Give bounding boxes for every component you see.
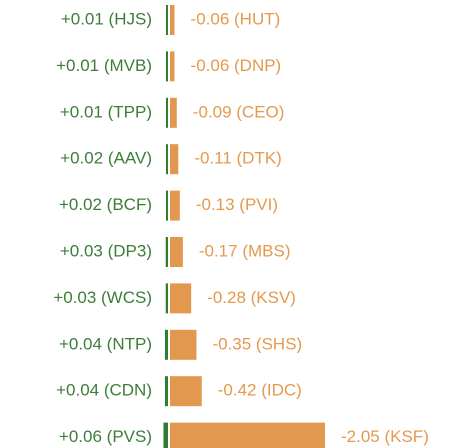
loss-label: -0.13 (PVI)	[196, 195, 278, 214]
gain-bar	[166, 51, 168, 82]
loss-bar	[170, 237, 183, 267]
loss-bar	[170, 51, 175, 82]
gain-bar	[165, 283, 168, 314]
gain-label: +0.03 (DP3)	[60, 241, 152, 260]
gain-label: +0.01 (HJS)	[61, 9, 152, 28]
gain-label: +0.02 (AAV)	[60, 149, 152, 168]
gain-bar	[164, 376, 168, 407]
gain-bar	[166, 97, 168, 128]
loss-label: -0.28 (KSV)	[207, 288, 296, 307]
gain-label: +0.04 (NTP)	[59, 334, 152, 353]
gain-bar	[166, 5, 168, 35]
loss-bar	[170, 190, 180, 221]
gain-bar	[164, 329, 168, 360]
loss-label: -0.09 (CEO)	[193, 102, 285, 121]
gain-label: +0.01 (TPP)	[60, 102, 152, 121]
loss-bar	[170, 144, 179, 175]
gain-bar	[165, 237, 168, 267]
loss-bar	[170, 283, 192, 314]
loss-label: -0.06 (DNP)	[191, 56, 282, 75]
loss-label: -2.05 (KSF)	[341, 427, 429, 446]
loss-label: -0.17 (MBS)	[199, 241, 291, 260]
loss-label: -0.06 (HUT)	[191, 9, 281, 28]
loss-label: -0.11 (DTK)	[194, 149, 282, 168]
gain-bar	[163, 422, 168, 448]
loss-bar	[170, 97, 177, 128]
gain-bar	[166, 144, 168, 175]
loss-bar	[170, 329, 197, 360]
loss-bar	[170, 376, 202, 407]
gain-label: +0.02 (BCF)	[59, 195, 152, 214]
loss-label: -0.42 (IDC)	[218, 381, 302, 400]
gain-label: +0.03 (WCS)	[53, 288, 152, 307]
gain-bar	[166, 190, 168, 221]
gain-label: +0.06 (PVS)	[59, 427, 152, 446]
gain-label: +0.04 (CDN)	[56, 381, 152, 400]
loss-bar	[170, 5, 175, 35]
loss-bar	[170, 422, 325, 448]
loss-label: -0.35 (SHS)	[212, 334, 302, 353]
gain-label: +0.01 (MVB)	[56, 56, 152, 75]
